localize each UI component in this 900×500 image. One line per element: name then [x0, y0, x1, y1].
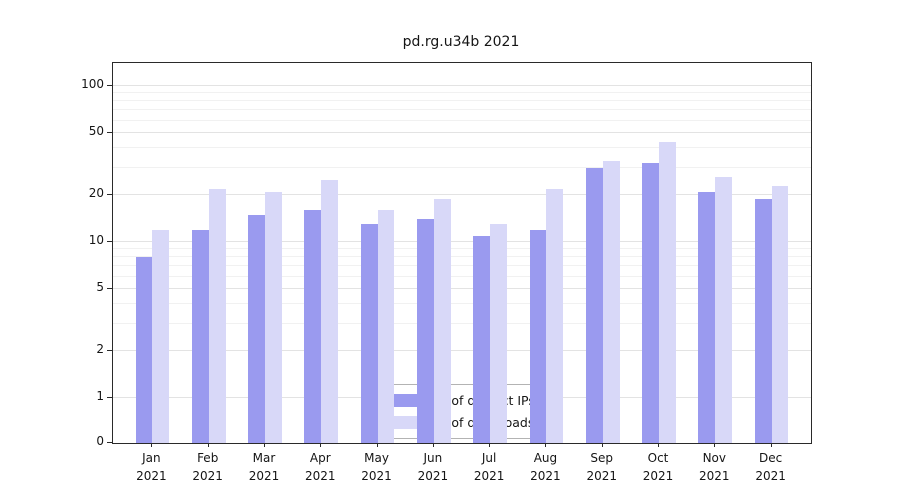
gridline	[113, 100, 811, 102]
x-tick-label: Dec 2021	[755, 451, 786, 483]
bar-distinct-ips	[304, 210, 322, 443]
gridline	[113, 256, 811, 258]
bar-downloads	[715, 177, 733, 443]
gridline	[113, 241, 811, 242]
x-tick-label: Aug 2021	[530, 451, 561, 483]
y-tick-label: 0	[96, 434, 104, 448]
bar-downloads	[208, 188, 226, 443]
legend-swatch	[389, 394, 422, 407]
gridline	[113, 265, 811, 267]
gridline	[113, 322, 811, 324]
y-tick-mark	[107, 350, 112, 352]
bar-distinct-ips	[360, 224, 378, 443]
y-tick-mark	[107, 131, 112, 133]
bar-downloads	[377, 210, 395, 443]
gridline	[113, 147, 811, 149]
gridline	[113, 166, 811, 168]
gridline	[113, 131, 811, 133]
bar-distinct-ips	[585, 167, 603, 443]
x-tick-label: Nov 2021	[699, 451, 730, 483]
gridline	[113, 350, 811, 352]
gridline	[113, 287, 811, 289]
x-tick-label: May 2021	[361, 451, 392, 483]
y-tick-label: 5	[96, 279, 104, 294]
bar-distinct-ips	[529, 229, 547, 443]
bar-distinct-ips	[191, 229, 209, 443]
x-tick-label: Mar 2021	[248, 451, 280, 483]
x-tick-mark	[320, 443, 322, 447]
gridline	[113, 119, 811, 121]
bar-distinct-ips	[416, 219, 434, 443]
bar-distinct-ips	[248, 214, 265, 443]
gridline	[113, 85, 811, 86]
legend: Nb of distinct IPs Nb of downloads	[377, 384, 547, 439]
bar-distinct-ips	[698, 191, 716, 443]
bar-downloads	[771, 185, 789, 443]
x-tick-mark	[263, 443, 265, 447]
x-tick-label: Feb 2021	[192, 451, 223, 483]
y-tick-label: 50	[88, 123, 104, 138]
bar-downloads	[490, 224, 508, 443]
bar-distinct-ips	[473, 235, 491, 443]
legend-swatch	[389, 416, 422, 429]
x-tick-mark	[207, 443, 209, 447]
y-tick-label: 2	[96, 342, 104, 357]
x-tick-mark	[545, 443, 547, 447]
y-tick-mark	[107, 442, 112, 443]
x-tick-label: Apr 2021	[304, 451, 336, 483]
y-tick-label: 10	[88, 233, 104, 247]
y-tick-label: 1	[96, 389, 104, 403]
y-tick-mark	[107, 194, 112, 196]
x-tick-label: Jan 2021	[136, 451, 167, 483]
bar-distinct-ips	[642, 163, 659, 443]
legend-item-distinct-ips: Nb of distinct IPs	[389, 393, 535, 408]
x-tick-mark	[770, 443, 772, 447]
plot-area: Nb of distinct IPs Nb of downloads	[112, 62, 812, 444]
x-tick-label: Sep 2021	[586, 451, 617, 483]
x-tick-mark	[432, 443, 434, 447]
x-tick-label: Oct 2021	[642, 451, 674, 483]
y-tick-label: 20	[88, 186, 104, 201]
y-tick-mark	[107, 397, 112, 398]
bar-distinct-ips	[754, 198, 772, 443]
gridline	[113, 109, 811, 111]
y-tick-mark	[107, 241, 112, 242]
x-tick-mark	[601, 443, 603, 447]
bar-downloads	[264, 191, 282, 443]
x-tick-mark	[151, 443, 153, 447]
bar-downloads	[659, 141, 676, 443]
gridline	[113, 92, 811, 94]
bar-downloads	[546, 188, 564, 443]
gridline	[113, 248, 811, 250]
gridline	[113, 303, 811, 305]
bar-downloads	[433, 198, 451, 443]
x-tick-mark	[376, 443, 378, 447]
gridline	[113, 194, 811, 196]
gridline	[113, 275, 811, 277]
chart-title: pd.rg.u34b 2021	[402, 34, 520, 50]
y-tick-label: 100	[81, 77, 104, 91]
x-tick-label: Jul 2021	[473, 451, 505, 483]
y-tick-mark	[107, 85, 112, 86]
x-tick-mark	[489, 443, 491, 447]
legend-item-downloads: Nb of downloads	[389, 415, 535, 430]
bar-distinct-ips	[135, 257, 153, 443]
x-tick-mark	[658, 443, 660, 447]
bar-downloads	[321, 179, 339, 443]
x-tick-label: Jun 2021	[417, 451, 449, 483]
x-tick-mark	[714, 443, 716, 447]
bar-downloads	[602, 161, 620, 443]
y-tick-mark	[107, 287, 112, 289]
bar-downloads	[152, 229, 170, 443]
